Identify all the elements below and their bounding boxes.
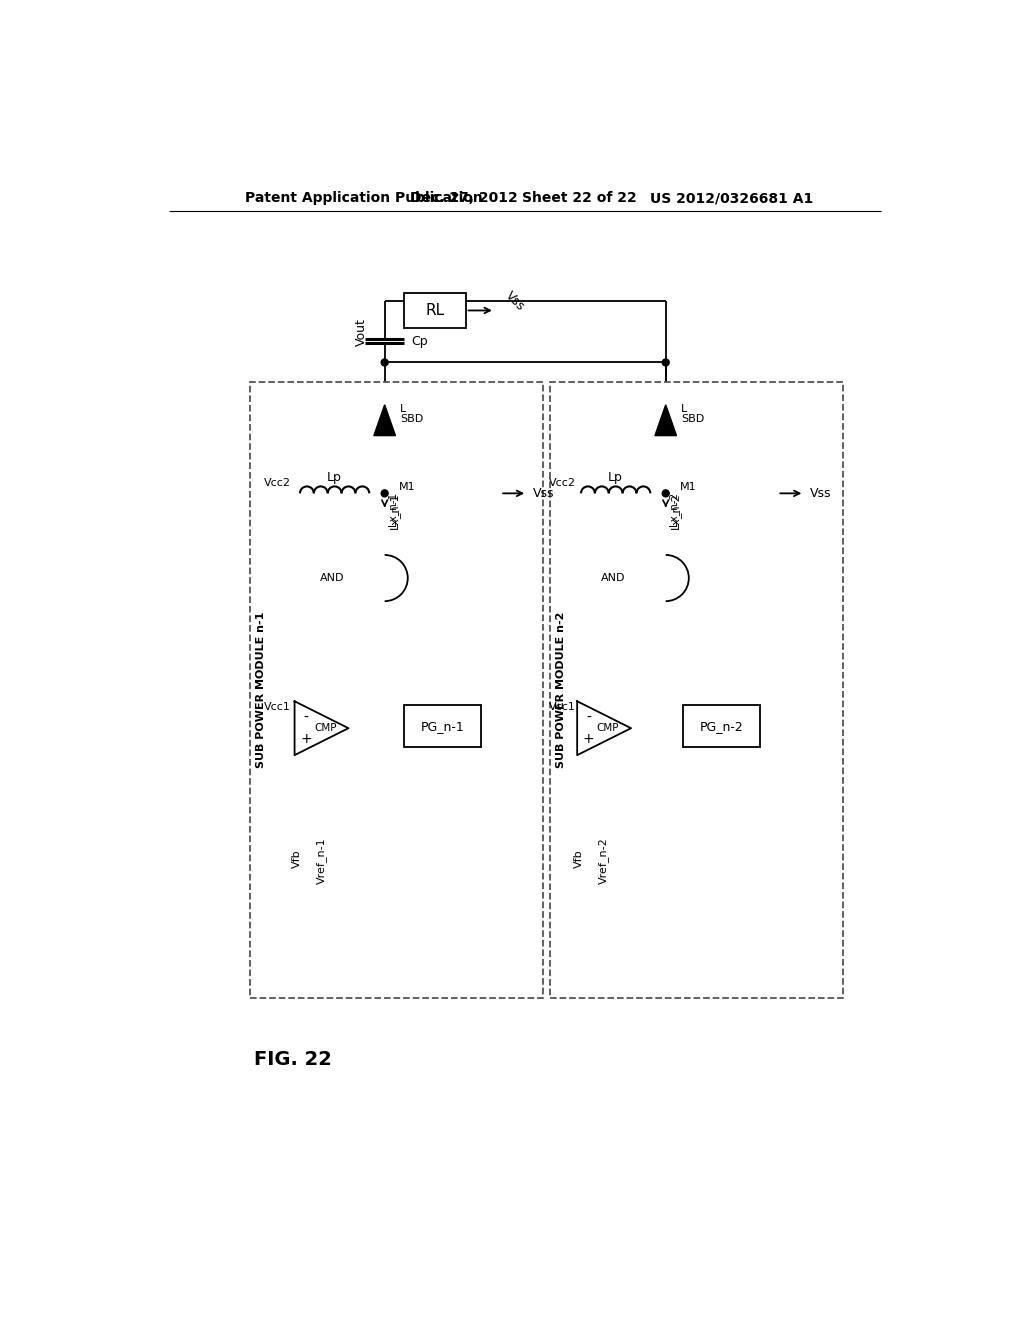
Bar — [403, 293, 466, 327]
Text: -: - — [587, 710, 591, 725]
Bar — [403, 705, 481, 747]
Text: +: + — [583, 733, 595, 746]
Text: Cp: Cp — [412, 335, 428, 347]
Text: RL: RL — [425, 304, 444, 318]
Polygon shape — [578, 701, 631, 755]
Text: Sheet 22 of 22: Sheet 22 of 22 — [521, 191, 637, 206]
Text: Lp: Lp — [328, 471, 342, 484]
Text: -: - — [304, 710, 308, 725]
Circle shape — [663, 490, 669, 496]
Circle shape — [381, 359, 388, 366]
Polygon shape — [374, 405, 395, 436]
Bar — [683, 705, 761, 747]
Text: Vcc2: Vcc2 — [549, 478, 575, 487]
Polygon shape — [295, 701, 348, 755]
Text: M1: M1 — [398, 482, 415, 492]
Text: Vss: Vss — [503, 289, 527, 313]
Text: CMP: CMP — [314, 723, 337, 733]
Text: Lx_n-2: Lx_n-2 — [668, 491, 679, 525]
Text: SBD: SBD — [400, 413, 423, 424]
Polygon shape — [655, 405, 677, 436]
Bar — [250, 381, 543, 998]
Text: Vcc1: Vcc1 — [549, 702, 575, 711]
Text: Vref_n-1: Vref_n-1 — [316, 837, 327, 884]
Circle shape — [663, 359, 669, 366]
Text: Lp: Lp — [608, 471, 623, 484]
Text: Vref_n-2: Vref_n-2 — [598, 837, 608, 884]
Circle shape — [381, 490, 388, 496]
Text: L: L — [400, 404, 407, 413]
Text: AND: AND — [601, 573, 626, 583]
Text: L: L — [681, 404, 687, 413]
Text: Vss: Vss — [532, 487, 554, 500]
Text: SBD: SBD — [681, 413, 705, 424]
Text: PG_n-2: PG_n-2 — [700, 719, 743, 733]
Text: Lx_n-1: Lx_n-1 — [387, 491, 398, 525]
Text: SUB POWER MODULE n-1: SUB POWER MODULE n-1 — [256, 611, 265, 768]
Text: Vcc1: Vcc1 — [264, 702, 291, 711]
Text: US 2012/0326681 A1: US 2012/0326681 A1 — [650, 191, 813, 206]
Text: SUB POWER MODULE n-2: SUB POWER MODULE n-2 — [556, 611, 566, 768]
Text: Dec. 27, 2012: Dec. 27, 2012 — [410, 191, 518, 206]
Text: PG_n-1: PG_n-1 — [421, 719, 464, 733]
Bar — [550, 381, 843, 998]
Text: M1: M1 — [680, 482, 696, 492]
Text: Vout: Vout — [355, 318, 368, 346]
Text: Vcc2: Vcc2 — [264, 478, 291, 487]
Text: Patent Application Publication: Patent Application Publication — [245, 191, 482, 206]
Text: FIG. 22: FIG. 22 — [254, 1049, 332, 1069]
Text: +: + — [300, 733, 312, 746]
Text: AND: AND — [319, 573, 344, 583]
Text: Vss: Vss — [810, 487, 831, 500]
Text: Lx_n-1: Lx_n-1 — [388, 492, 399, 528]
Text: Vfb: Vfb — [292, 849, 301, 867]
Text: Vfb: Vfb — [574, 849, 584, 867]
Text: CMP: CMP — [597, 723, 620, 733]
Text: Lx_n-2: Lx_n-2 — [670, 492, 681, 529]
